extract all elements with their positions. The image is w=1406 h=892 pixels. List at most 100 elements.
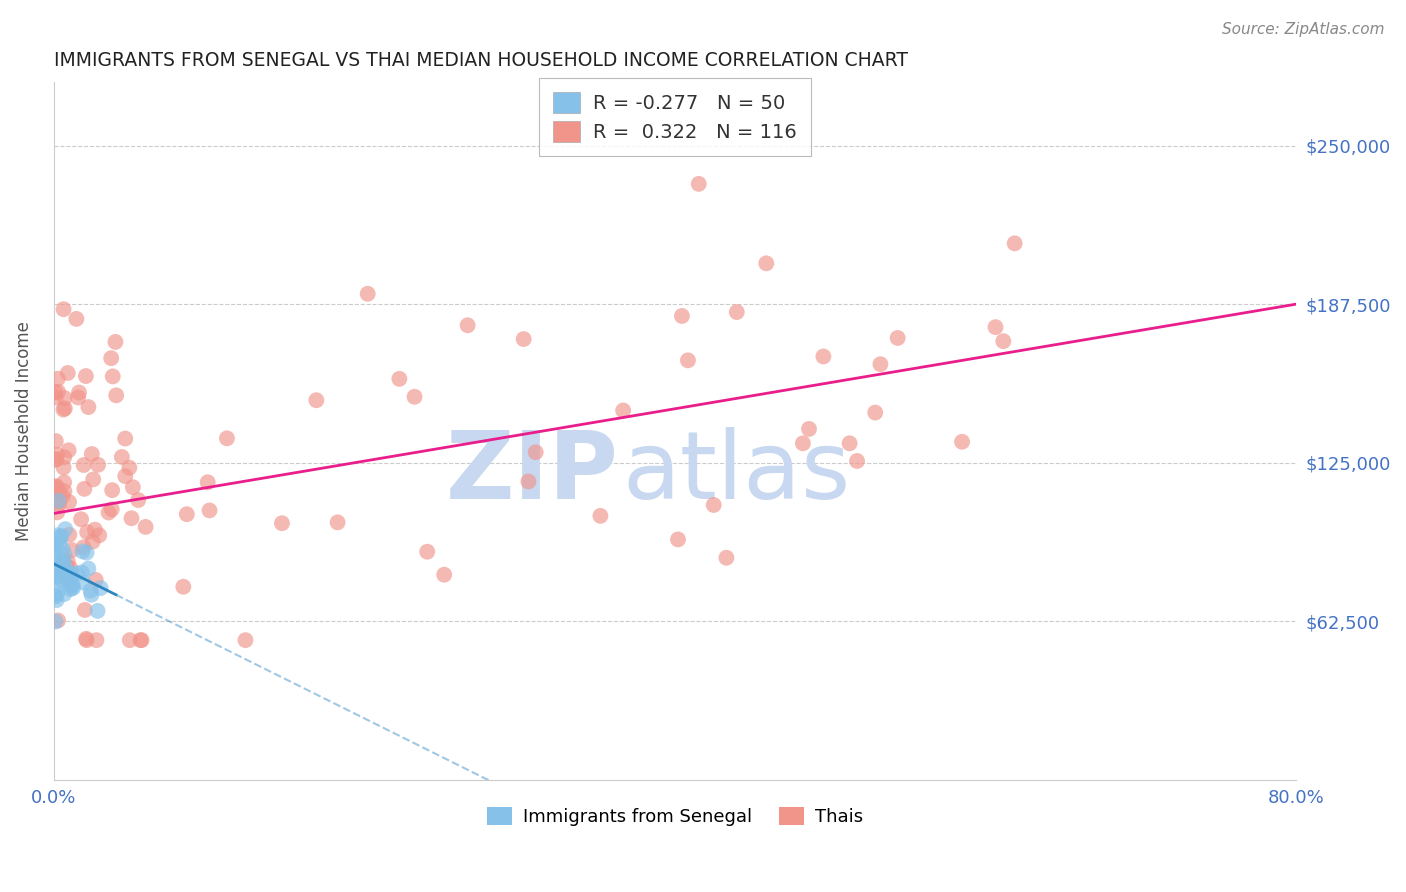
Point xyxy=(215,431,238,445)
Point xyxy=(52,555,75,569)
Point xyxy=(79,583,101,598)
Point xyxy=(53,475,76,490)
Point xyxy=(53,565,76,579)
Point xyxy=(46,372,69,386)
Point xyxy=(58,569,80,583)
Point xyxy=(80,447,103,461)
Point xyxy=(45,434,67,448)
Point xyxy=(67,385,90,400)
Point xyxy=(60,580,83,594)
Point xyxy=(46,528,69,542)
Point xyxy=(52,541,75,556)
Point xyxy=(48,536,70,550)
Point xyxy=(48,565,70,579)
Point xyxy=(72,544,94,558)
Point xyxy=(129,633,152,648)
Point xyxy=(73,458,96,472)
Point xyxy=(46,562,69,576)
Point xyxy=(60,543,83,558)
Point xyxy=(716,550,738,565)
Point xyxy=(73,603,96,617)
Point xyxy=(56,366,79,380)
Point xyxy=(46,448,69,462)
Point xyxy=(48,497,70,511)
Point xyxy=(58,495,80,509)
Point xyxy=(512,332,534,346)
Point xyxy=(101,483,124,498)
Point xyxy=(53,587,76,601)
Point xyxy=(44,491,66,505)
Point xyxy=(950,434,973,449)
Point xyxy=(104,334,127,349)
Point xyxy=(86,604,108,618)
Point xyxy=(90,581,112,595)
Point xyxy=(75,369,97,384)
Point xyxy=(51,529,73,543)
Point xyxy=(58,443,80,458)
Point xyxy=(44,615,66,629)
Point xyxy=(51,572,73,586)
Point xyxy=(517,475,540,489)
Point xyxy=(676,353,699,368)
Point xyxy=(84,573,107,587)
Point xyxy=(612,403,634,417)
Point xyxy=(46,384,69,399)
Point xyxy=(45,544,67,558)
Point xyxy=(73,482,96,496)
Point xyxy=(46,586,69,600)
Text: atlas: atlas xyxy=(623,426,851,519)
Point xyxy=(993,334,1015,348)
Point xyxy=(55,558,77,573)
Legend: Immigrants from Senegal, Thais: Immigrants from Senegal, Thais xyxy=(479,799,870,833)
Point xyxy=(198,503,221,517)
Point xyxy=(45,452,67,467)
Point xyxy=(813,350,835,364)
Point xyxy=(271,516,294,531)
Point xyxy=(457,318,479,333)
Point xyxy=(797,422,820,436)
Point xyxy=(105,388,128,402)
Point xyxy=(838,436,860,450)
Point xyxy=(66,566,89,581)
Point xyxy=(44,570,66,584)
Point xyxy=(666,533,689,547)
Point xyxy=(67,391,90,405)
Point xyxy=(671,309,693,323)
Point xyxy=(45,552,67,566)
Point xyxy=(100,351,122,366)
Point xyxy=(77,400,100,414)
Point xyxy=(118,460,141,475)
Point xyxy=(76,546,98,560)
Point xyxy=(48,556,70,570)
Point xyxy=(131,633,153,648)
Point xyxy=(44,588,66,602)
Point xyxy=(688,177,710,191)
Point xyxy=(45,536,67,550)
Point xyxy=(89,528,111,542)
Point xyxy=(87,458,110,472)
Point xyxy=(52,402,75,417)
Point xyxy=(58,527,80,541)
Point xyxy=(72,541,94,555)
Point xyxy=(433,567,456,582)
Point xyxy=(56,573,79,587)
Point xyxy=(869,357,891,371)
Point xyxy=(45,452,67,467)
Point xyxy=(114,469,136,483)
Point xyxy=(59,568,82,582)
Point xyxy=(58,574,80,588)
Point xyxy=(326,516,349,530)
Point xyxy=(97,506,120,520)
Point xyxy=(62,581,84,595)
Point xyxy=(59,582,82,596)
Point xyxy=(56,555,79,569)
Point xyxy=(52,558,75,572)
Point xyxy=(65,311,87,326)
Point xyxy=(121,480,143,494)
Point xyxy=(75,632,97,646)
Point xyxy=(62,578,84,592)
Point xyxy=(416,545,439,559)
Point xyxy=(84,523,107,537)
Point xyxy=(305,393,328,408)
Point xyxy=(118,633,141,648)
